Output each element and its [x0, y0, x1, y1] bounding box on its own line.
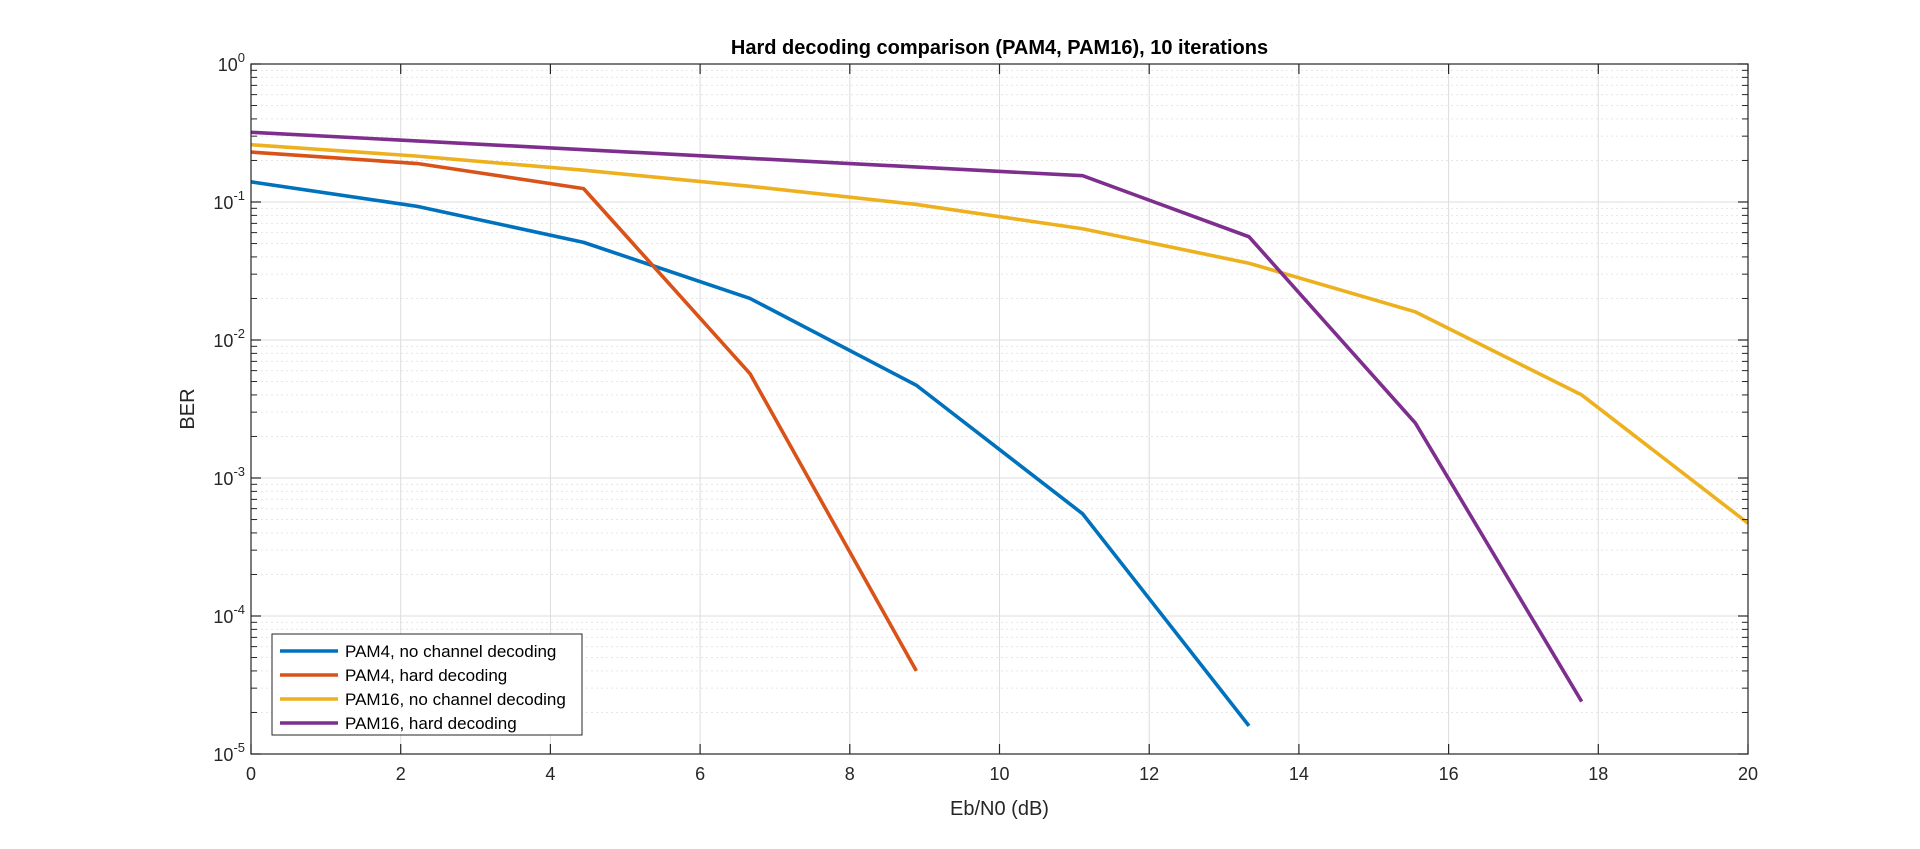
x-axis-label: Eb/N0 (dB): [950, 798, 1049, 820]
x-tick-label: 4: [545, 764, 555, 784]
y-tick-label: 10-4: [213, 602, 245, 627]
y-tick-exponent: -5: [233, 740, 245, 755]
y-tick-base: 10: [218, 55, 238, 75]
legend-label: PAM4, hard decoding: [345, 666, 507, 685]
x-tick-label: 8: [845, 764, 855, 784]
y-tick-label: 10-2: [213, 326, 245, 351]
y-tick-base: 10: [213, 193, 233, 213]
x-tick-label: 12: [1139, 764, 1159, 784]
y-tick-label: 10-1: [213, 188, 245, 213]
y-tick-label: 10-3: [213, 464, 245, 489]
legend-entry[interactable]: PAM16, hard decoding: [280, 714, 517, 733]
x-tick-label: 0: [246, 764, 256, 784]
x-tick-label: 14: [1289, 764, 1309, 784]
series-line-2: [250, 150, 918, 672]
y-tick-base: 10: [213, 469, 233, 489]
x-tick-label: 6: [695, 764, 705, 784]
series-layer: [250, 130, 1750, 727]
y-tick-exponent: -3: [233, 464, 245, 479]
legend-entry[interactable]: PAM4, hard decoding: [280, 666, 507, 685]
legend-label: PAM16, no channel decoding: [345, 690, 566, 709]
x-tick-labels: 0 2 4 6 8 10 12 14 16 18 20: [246, 764, 1758, 784]
y-tick-base: 10: [213, 331, 233, 351]
legend-box: [271, 633, 583, 736]
legend-entry[interactable]: PAM16, no channel decoding: [280, 690, 566, 709]
y-tick-exponent: -1: [233, 188, 245, 203]
series-line-4: [250, 130, 1584, 703]
y-tick-exponent: 0: [238, 50, 245, 65]
legend[interactable]: PAM4, no channel decoding PAM4, hard deco…: [271, 633, 583, 736]
y-tick-base: 10: [213, 607, 233, 627]
x-tick-label: 16: [1439, 764, 1459, 784]
legend-entries: PAM4, no channel decoding PAM4, hard deco…: [280, 642, 566, 733]
x-tick-label: 20: [1738, 764, 1758, 784]
y-axis-label: BER: [177, 388, 199, 429]
x-tick-label: 10: [989, 764, 1009, 784]
x-tick-label: 18: [1588, 764, 1608, 784]
x-tick-label: 2: [396, 764, 406, 784]
chart-title: Hard decoding comparison (PAM4, PAM16), …: [731, 37, 1268, 59]
y-tick-exponent: -4: [233, 602, 245, 617]
legend-label: PAM4, no channel decoding: [345, 642, 556, 661]
legend-entry[interactable]: PAM4, no channel decoding: [280, 642, 556, 661]
series-line-3: [250, 142, 1750, 525]
tick-marks: [250, 63, 1749, 755]
y-tick-base: 10: [213, 745, 233, 765]
y-tick-exponent: -2: [233, 326, 245, 341]
y-tick-label: 100: [218, 50, 245, 75]
series-line-1: [250, 180, 1251, 727]
y-tick-label: 10-5: [213, 740, 245, 765]
legend-label: PAM16, hard decoding: [345, 714, 517, 733]
